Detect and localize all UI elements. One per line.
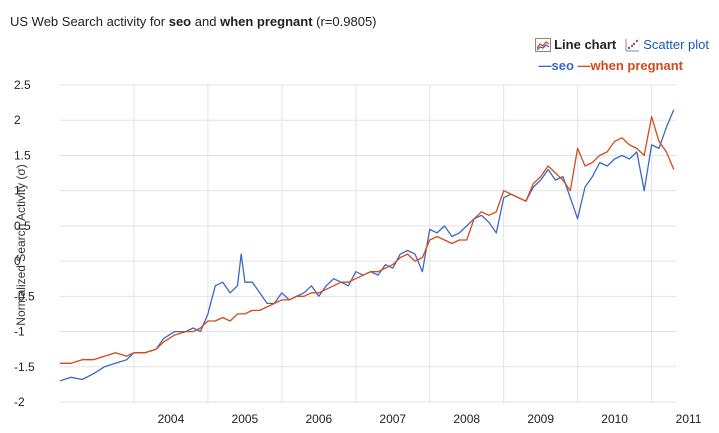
y-tick-label: -1.5: [14, 360, 35, 374]
y-tick-label: 2: [14, 113, 21, 127]
x-tick-label: 2006: [305, 412, 332, 426]
x-tick-label: 2005: [232, 412, 259, 426]
legend-when-pregnant: —when pregnant: [577, 58, 683, 73]
correlation-value: (r=0.9805): [316, 14, 377, 29]
x-tick-label: 2008: [453, 412, 480, 426]
series-line-seo: [59, 109, 675, 382]
line-chart-icon: [535, 37, 552, 52]
term-when-pregnant: when pregnant: [220, 14, 313, 29]
scatter-plot-label: Scatter plot: [643, 37, 709, 52]
scatter-plot-link[interactable]: Scatter plot: [624, 37, 709, 52]
legend-seo-label: seo: [551, 58, 574, 73]
chart-title: US Web Search activity for seo and when …: [10, 14, 377, 29]
grid-lines: [60, 84, 676, 403]
y-axis-label: Normalized Search Activity (σ): [14, 164, 28, 325]
scatter-plot-icon: [625, 38, 640, 51]
y-tick-label: -1: [14, 325, 25, 339]
x-tick-label: 2011: [676, 412, 702, 426]
axis-labels: 2.5 2 1.5 1 0.5 0 -0.5 -1 -1.5 -2 2004 2005 2006 2007…: [14, 78, 702, 426]
y-tick-label: -0.5: [14, 289, 35, 303]
legend-seo: —seo: [538, 58, 574, 73]
y-tick-label: 1: [14, 184, 21, 198]
legend-when-pregnant-label: when pregnant: [590, 58, 683, 73]
x-tick-label: 2010: [601, 412, 628, 426]
chart-type-controls: Line chart Scatter plot: [535, 37, 709, 52]
line-chart-label: Line chart: [554, 37, 617, 52]
series-line-when-pregnant: [60, 116, 675, 364]
title-and: and: [194, 14, 217, 29]
y-tick-label: -2: [14, 395, 25, 409]
y-tick-label: 0.5: [14, 219, 31, 233]
chart-legend: —seo —when pregnant: [539, 58, 683, 73]
y-tick-label: 1.5: [14, 148, 31, 162]
x-tick-label: 2004: [158, 412, 185, 426]
x-tick-label: 2009: [527, 412, 554, 426]
term-seo: seo: [168, 14, 192, 29]
y-tick-label: 2.5: [14, 78, 31, 92]
y-tick-label: 0: [14, 254, 21, 268]
line-chart-toggle[interactable]: Line chart: [535, 37, 616, 52]
series-lines: [59, 109, 675, 382]
title-prefix: US Web Search activity for: [10, 14, 166, 29]
x-tick-label: 2007: [379, 412, 406, 426]
